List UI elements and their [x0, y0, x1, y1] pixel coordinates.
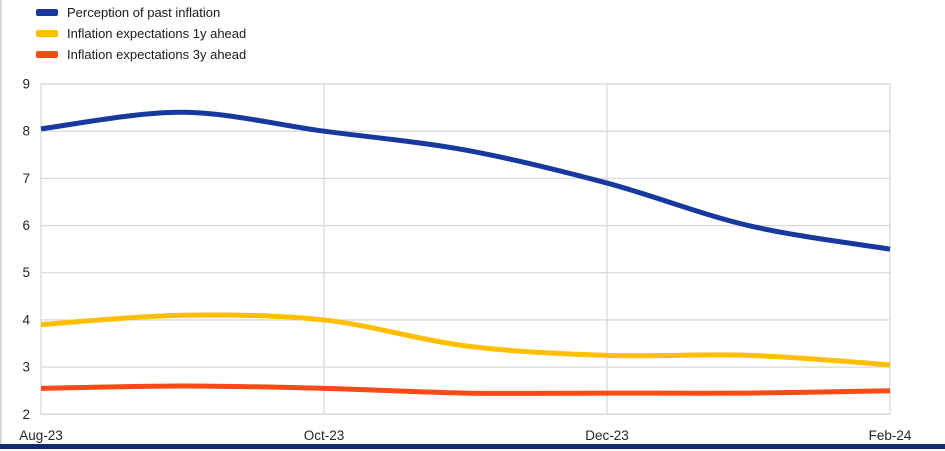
left-edge-border — [0, 0, 2, 444]
legend-swatch-past-inflation — [36, 9, 58, 16]
y-axis-tick-label: 2 — [22, 407, 30, 422]
legend-item-expectations-3y: Inflation expectations 3y ahead — [36, 44, 246, 65]
y-axis-tick-label: 4 — [22, 312, 30, 327]
y-axis-tick-label: 9 — [22, 77, 30, 92]
legend-label: Inflation expectations 3y ahead — [67, 47, 247, 62]
x-axis-tick-label: Feb-24 — [869, 428, 912, 443]
x-axis-tick-label: Dec-23 — [585, 428, 629, 443]
legend-item-expectations-1y: Inflation expectations 1y ahead — [36, 23, 246, 44]
y-axis-tick-label: 5 — [22, 265, 30, 280]
y-axis-tick-label: 3 — [22, 360, 30, 375]
series-line-2 — [40, 383, 891, 396]
legend-item-past-inflation: Perception of past inflation — [36, 2, 246, 23]
legend-swatch-expectations-1y — [36, 30, 58, 37]
y-axis-tick-label: 7 — [22, 171, 30, 186]
legend-label: Inflation expectations 1y ahead — [67, 26, 247, 41]
y-axis-tick-label: 8 — [22, 124, 30, 139]
x-axis-tick-label: Oct-23 — [304, 428, 345, 443]
plot-border — [40, 83, 891, 415]
chart-legend: Perception of past inflation Inflation e… — [36, 2, 246, 65]
legend-label: Perception of past inflation — [67, 5, 221, 20]
y-axis-tick-label: 6 — [22, 218, 30, 233]
x-axis-tick-label: Aug-23 — [19, 428, 63, 443]
footer-bar — [0, 444, 945, 449]
series-line-1 — [40, 312, 891, 368]
series-line-0 — [40, 109, 891, 252]
legend-swatch-expectations-3y — [36, 51, 58, 58]
